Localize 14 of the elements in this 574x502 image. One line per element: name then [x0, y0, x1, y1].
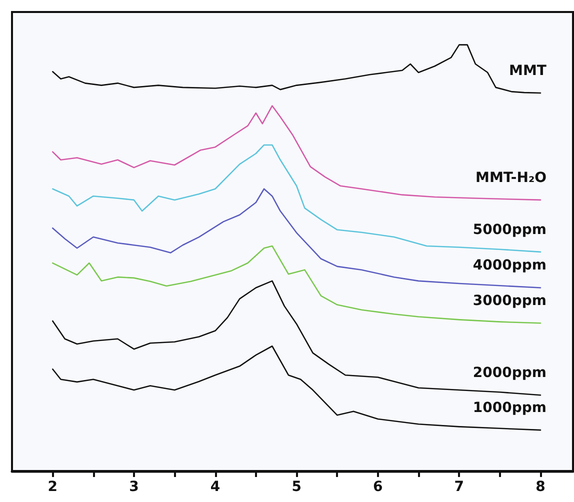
x-tick-label: 5: [292, 479, 302, 495]
series-label: 5000ppm: [472, 222, 546, 238]
x-tick-label: 6: [372, 479, 383, 495]
x-tick-label: 8: [536, 479, 546, 495]
x-tick-label: 3: [129, 479, 139, 495]
series-label: 1000ppm: [472, 400, 546, 416]
series-label: 2000ppm: [472, 365, 546, 382]
x-tick-label: 7: [454, 479, 464, 495]
x-tick-label: 4: [210, 479, 220, 495]
series-label: MMT: [509, 62, 547, 79]
series-label: 3000ppm: [472, 293, 546, 310]
series-label: MMT-H₂O: [476, 170, 547, 186]
x-tick-label: 2: [48, 479, 58, 495]
series-label: 4000ppm: [472, 258, 546, 274]
